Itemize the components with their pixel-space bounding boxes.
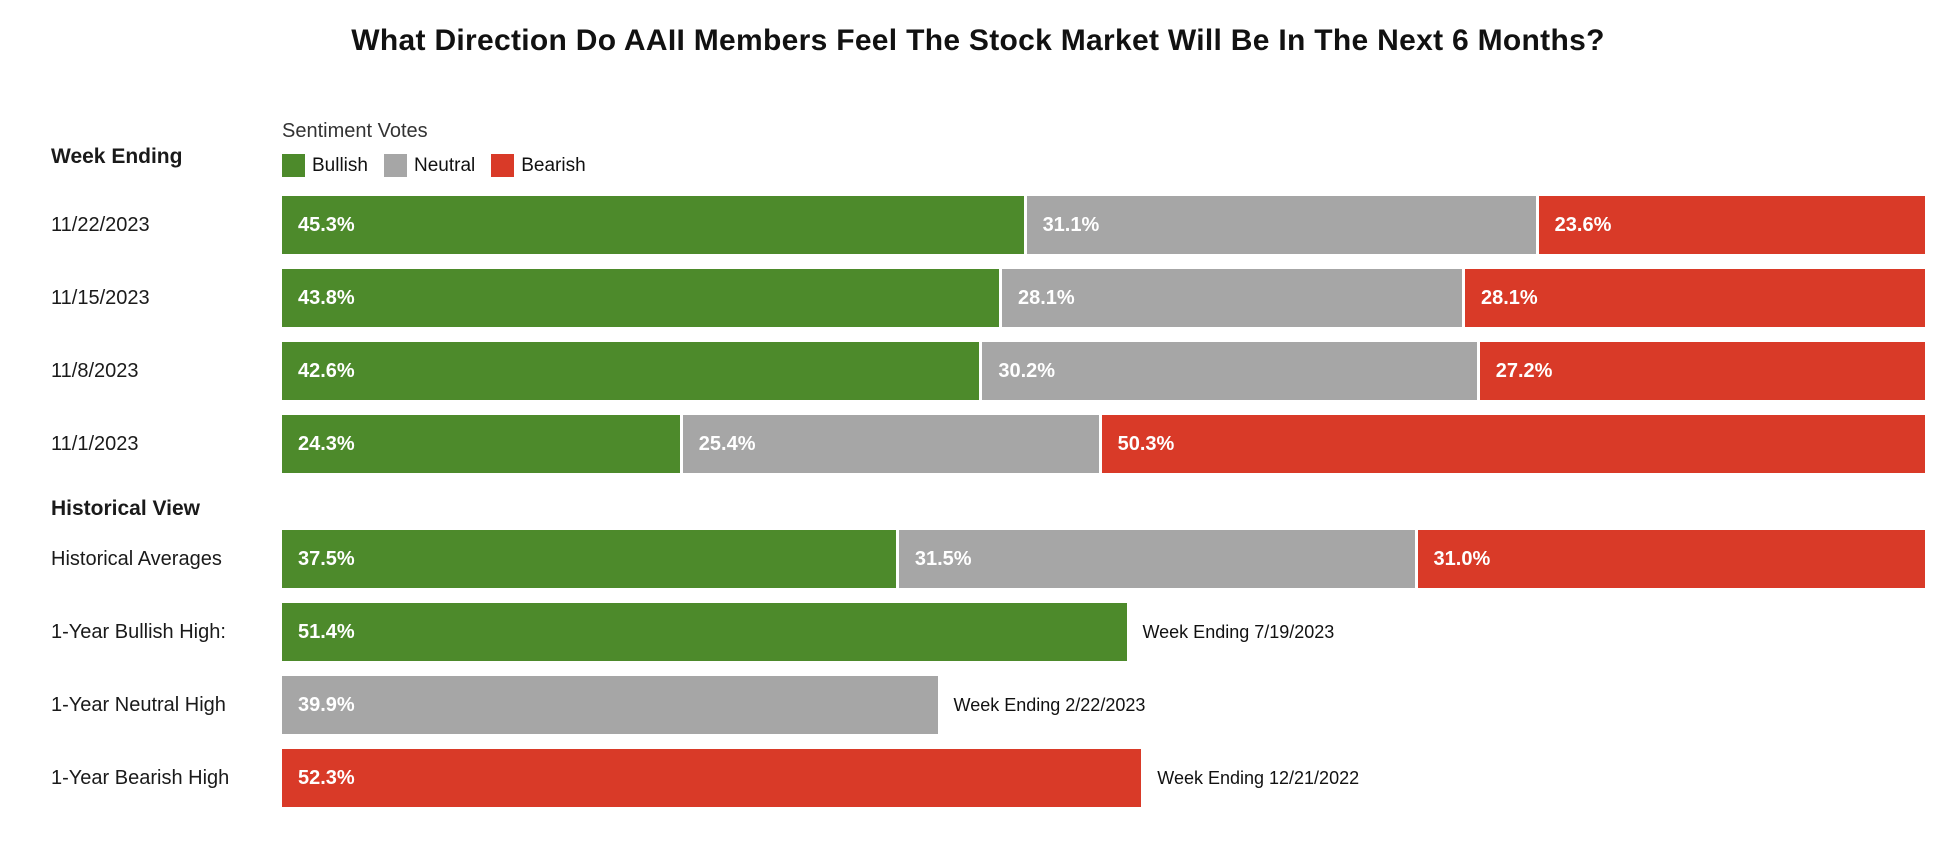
segment-value: 31.5%	[914, 547, 972, 570]
neutral-segment: 31.5%	[898, 530, 1415, 588]
segment-value: 42.6%	[298, 359, 355, 382]
legend-swatch-bullish	[282, 154, 305, 177]
neutral-segment: 28.1%	[1002, 269, 1462, 327]
legend-heading: Sentiment Votes	[282, 120, 428, 142]
historical-view-header-row: Historical View	[0, 497, 1956, 521]
weekly-row: 11/1/2023 24.3% 25.4% 50.3%	[0, 415, 1956, 473]
segment-value: 27.2%	[1495, 359, 1553, 382]
segment-value: 51.4%	[298, 620, 355, 643]
segment-value: 43.8%	[298, 286, 355, 309]
legend-swatch-neutral	[383, 154, 407, 177]
bearish-segment: 28.1%	[1465, 269, 1925, 327]
segment-value: 28.1%	[1018, 286, 1075, 309]
segment-value: 50.3%	[1117, 432, 1175, 455]
segment-value: 28.1%	[1481, 286, 1538, 309]
segment-value: 23.6%	[1554, 213, 1612, 236]
row-label: 11/15/2023	[51, 286, 150, 309]
segment-value: 52.3%	[298, 766, 355, 789]
legend-block: Sentiment Votes Bullish Neutral Bearish	[282, 120, 1925, 177]
bearish-high-bar: 52.3%	[282, 749, 1142, 807]
weekly-row: 11/22/2023 45.3% 31.1% 23.6%	[0, 196, 1956, 254]
bullish-segment: 42.6%	[282, 342, 980, 400]
legend-item-bearish: Bearish	[491, 154, 586, 177]
bullish-segment: 45.3%	[282, 196, 1024, 254]
extreme-row-bearish: 1-Year Bearish High 52.3% Week Ending 12…	[0, 749, 1956, 807]
bar-annotation: Week Ending 12/21/2022	[1157, 767, 1360, 788]
row-label: 1-Year Bearish High	[51, 766, 230, 789]
legend-item-bullish: Bullish	[282, 154, 368, 177]
bearish-segment: 50.3%	[1101, 415, 1925, 473]
sentiment-chart: Week Ending Sentiment Votes Bullish Neut…	[0, 120, 1956, 807]
bullish-high-bar: 51.4%	[282, 603, 1127, 661]
bullish-segment: 43.8%	[282, 269, 999, 327]
historical-averages-row: Historical Averages 37.5% 31.5% 31.0%	[0, 530, 1956, 588]
chart-title: What Direction Do AAII Members Feel The …	[351, 24, 1605, 57]
legend-item-neutral: Neutral	[383, 154, 476, 177]
stacked-bar: 45.3% 31.1% 23.6%	[282, 196, 1925, 254]
segment-value: 37.5%	[298, 547, 355, 570]
neutral-segment: 31.1%	[1026, 196, 1536, 254]
historical-view-header: Historical View	[51, 497, 201, 520]
bullish-segment: 24.3%	[282, 415, 680, 473]
row-label: 11/22/2023	[51, 213, 150, 236]
segment-value: 24.3%	[298, 432, 355, 455]
row-label: 11/8/2023	[51, 359, 139, 382]
segment-value: 39.9%	[298, 693, 355, 716]
bearish-segment: 31.0%	[1417, 530, 1925, 588]
neutral-segment: 30.2%	[982, 342, 1477, 400]
legend-label-bearish: Bearish	[521, 154, 586, 176]
segment-value: 31.0%	[1433, 547, 1491, 570]
legend-label-bullish: Bullish	[312, 154, 368, 176]
bar-annotation: Week Ending 7/19/2023	[1142, 621, 1335, 642]
stacked-bar: 37.5% 31.5% 31.0%	[282, 530, 1925, 588]
chart-header-row: Week Ending Sentiment Votes Bullish Neut…	[0, 120, 1956, 177]
row-label: 1-Year Bullish High:	[51, 620, 226, 643]
segment-value: 30.2%	[998, 359, 1056, 382]
neutral-high-bar: 39.9%	[282, 676, 938, 734]
single-bar-wrap: 51.4% Week Ending 7/19/2023	[282, 603, 1925, 661]
stacked-bar: 24.3% 25.4% 50.3%	[282, 415, 1925, 473]
single-bar-wrap: 52.3% Week Ending 12/21/2022	[282, 749, 1925, 807]
extreme-row-neutral: 1-Year Neutral High 39.9% Week Ending 2/…	[0, 676, 1956, 734]
stacked-bar: 43.8% 28.1% 28.1%	[282, 269, 1925, 327]
segment-value: 31.1%	[1042, 213, 1100, 236]
stacked-bar: 42.6% 30.2% 27.2%	[282, 342, 1925, 400]
row-label: Historical Averages	[51, 547, 222, 570]
bar-annotation: Week Ending 2/22/2023	[953, 694, 1146, 715]
legend-label-neutral: Neutral	[413, 154, 476, 176]
neutral-segment: 25.4%	[682, 415, 1099, 473]
extreme-row-bullish: 1-Year Bullish High: 51.4% Week Ending 7…	[0, 603, 1956, 661]
legend: Bullish Neutral Bearish	[282, 154, 1925, 177]
row-label: 11/1/2023	[51, 432, 139, 455]
bullish-segment: 37.5%	[282, 530, 896, 588]
segment-value: 45.3%	[298, 213, 355, 236]
single-bar-wrap: 39.9% Week Ending 2/22/2023	[282, 676, 1925, 734]
weekly-row: 11/15/2023 43.8% 28.1% 28.1%	[0, 269, 1956, 327]
week-ending-header: Week Ending	[51, 145, 183, 168]
bearish-segment: 23.6%	[1538, 196, 1925, 254]
legend-swatch-bearish	[491, 154, 515, 177]
weekly-row: 11/8/2023 42.6% 30.2% 27.2%	[0, 342, 1956, 400]
row-label: 1-Year Neutral High	[51, 693, 226, 716]
segment-value: 25.4%	[698, 432, 756, 455]
bearish-segment: 27.2%	[1479, 342, 1925, 400]
